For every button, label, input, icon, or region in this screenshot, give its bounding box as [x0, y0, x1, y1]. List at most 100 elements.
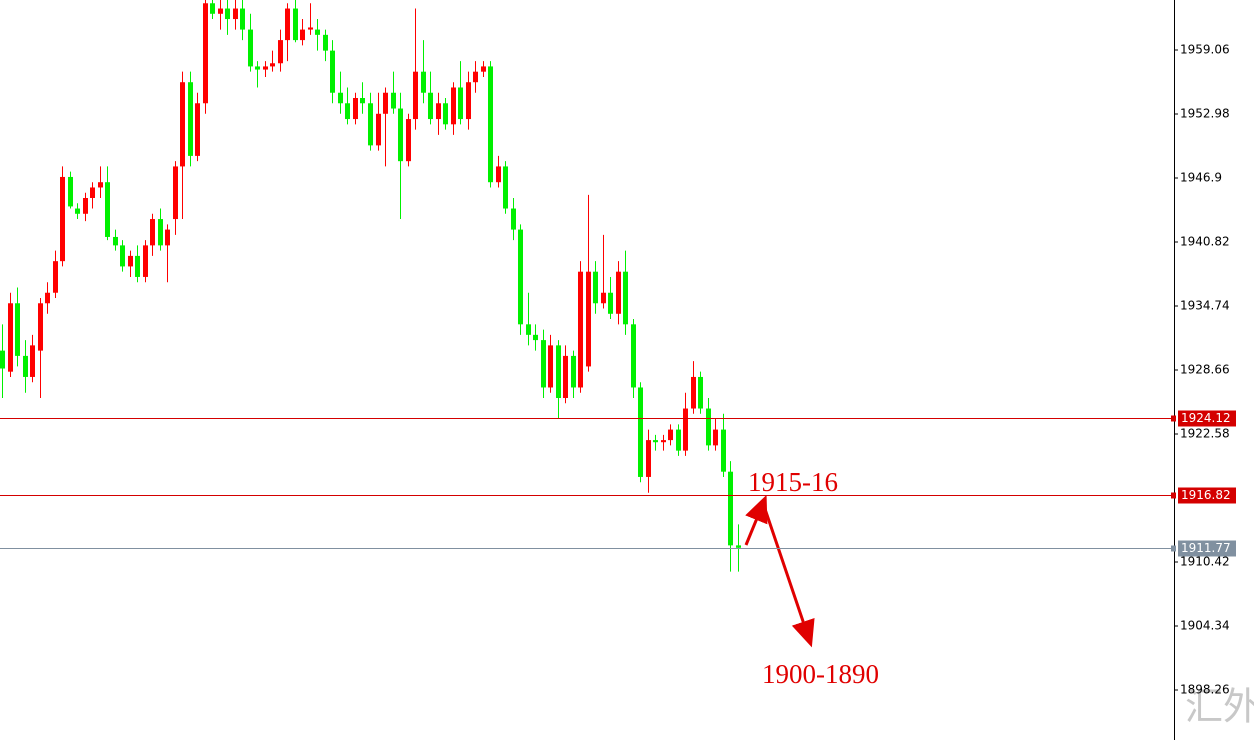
candle-body [421, 71, 426, 93]
candle-body [323, 34, 328, 51]
candle-body [263, 66, 268, 70]
candle-body [278, 40, 283, 64]
candle-body [53, 261, 58, 293]
price-tag [1178, 540, 1236, 557]
candle-body [188, 82, 193, 156]
candle-body [300, 29, 305, 41]
candle-body [623, 271, 628, 325]
y-tick-label: 1922.58 [1180, 427, 1230, 441]
candle-body [255, 66, 260, 70]
candle-body [360, 98, 365, 104]
candle-body [203, 3, 208, 104]
candle-body [721, 429, 726, 472]
candle-body [30, 345, 35, 377]
candle-body [533, 334, 538, 341]
candle-body [511, 208, 516, 230]
price-marker [1171, 415, 1176, 422]
y-tick-label: 1910.42 [1180, 555, 1230, 569]
candle-body [676, 429, 681, 451]
candle-body [668, 429, 673, 441]
candle-body [285, 8, 290, 41]
candle-body [68, 176, 73, 207]
candle-body [150, 219, 155, 246]
candle-body [503, 166, 508, 209]
candle-body [496, 166, 501, 183]
candle-body [315, 29, 320, 35]
arrow-up [744, 494, 768, 546]
candle-body [586, 271, 591, 367]
candle-body [736, 545, 741, 548]
price-marker [1171, 545, 1176, 552]
candle-body [653, 440, 658, 443]
y-tick-label: 1959.06 [1180, 43, 1230, 57]
candle-body [413, 71, 418, 120]
candle-body [293, 8, 298, 41]
candle-body [135, 255, 140, 277]
candle-body [105, 182, 110, 237]
price-tag [1178, 410, 1236, 427]
candle-body [353, 98, 358, 120]
candle-body [458, 87, 463, 120]
candle-body [83, 198, 88, 214]
price-tag-label: 1916.82 [1181, 488, 1231, 502]
candle-body [571, 355, 576, 388]
candle-body [541, 340, 546, 388]
candle-body [593, 271, 598, 304]
candle-body [706, 408, 711, 446]
candle-body [240, 8, 245, 30]
candle-body [165, 229, 170, 246]
candle-body [406, 119, 411, 162]
y-tick-label: 1952.98 [1180, 107, 1230, 121]
candle-body [158, 219, 163, 246]
candle-body [128, 255, 133, 267]
candle-body [428, 92, 433, 120]
candle-body [218, 8, 223, 14]
candle-body [451, 87, 456, 125]
candle-body [376, 113, 381, 146]
y-tick-label: 1934.74 [1180, 299, 1230, 313]
candle-body [248, 29, 253, 67]
candle-body [60, 176, 65, 262]
candle-body [225, 8, 230, 20]
candle-body [120, 245, 125, 267]
candle-body [90, 187, 95, 198]
candle-body [638, 387, 643, 477]
candle-body [98, 182, 103, 188]
candle-body [601, 292, 606, 304]
price-marker [1171, 492, 1176, 499]
candle-body [548, 345, 553, 388]
watermark: 汇外网 [1185, 685, 1254, 729]
candle-body [391, 92, 396, 109]
candle-body [631, 324, 636, 388]
candle-body [233, 8, 238, 20]
plot: 1959.06 1952.98 1946.9 1940.82 1934.74 1928.6… [0, 0, 1236, 697]
arrow-down [762, 505, 815, 648]
candle-body [466, 82, 471, 120]
candle-body [646, 440, 651, 477]
price-tag-label: 1924.12 [1181, 411, 1231, 425]
candle-body [713, 429, 718, 446]
annotation: 1900-1890 [762, 659, 879, 689]
y-tick-label: 1946.9 [1180, 171, 1222, 185]
candle-body [113, 236, 118, 246]
candle-body [518, 229, 523, 325]
candle-body [608, 292, 613, 314]
candle-body [210, 3, 215, 14]
candle-body [345, 103, 350, 120]
candle-body [661, 440, 666, 443]
candle-body [436, 103, 441, 120]
candle-body [526, 324, 531, 335]
price-tag-label: 1911.77 [1181, 541, 1231, 555]
candle-body [195, 103, 200, 156]
y-tick-label: 1904.34 [1180, 619, 1230, 633]
candle-body [15, 303, 20, 356]
candle-body [683, 408, 688, 451]
candle-body [338, 92, 343, 104]
candle-body [488, 66, 493, 183]
candle-body [45, 292, 50, 304]
candle-body [38, 303, 43, 351]
candle-body [698, 376, 703, 409]
candle-body [308, 27, 313, 30]
candle-body [330, 50, 335, 93]
